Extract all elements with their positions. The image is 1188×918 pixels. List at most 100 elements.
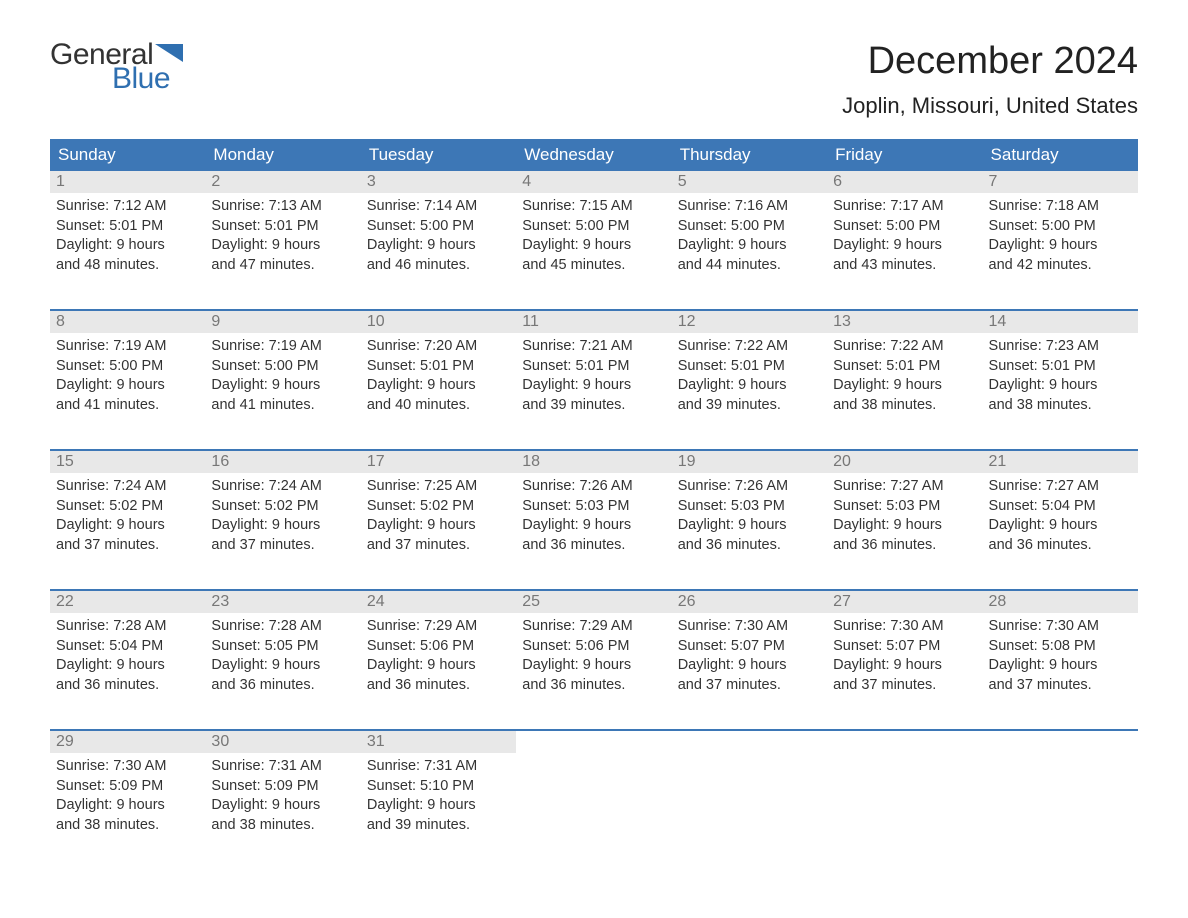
daylight-line1: Daylight: 9 hours bbox=[211, 516, 354, 536]
day-cell: . bbox=[516, 731, 671, 851]
day-cell: 27Sunrise: 7:30 AMSunset: 5:07 PMDayligh… bbox=[827, 591, 982, 711]
sunrise-line: Sunrise: 7:30 AM bbox=[989, 617, 1132, 637]
daylight-line1: Daylight: 9 hours bbox=[522, 236, 665, 256]
sunset-line: Sunset: 5:00 PM bbox=[211, 357, 354, 377]
day-number: 12 bbox=[672, 311, 827, 333]
day-cell: 12Sunrise: 7:22 AMSunset: 5:01 PMDayligh… bbox=[672, 311, 827, 431]
daylight-line1: Daylight: 9 hours bbox=[522, 516, 665, 536]
day-number: 10 bbox=[361, 311, 516, 333]
sunset-line: Sunset: 5:05 PM bbox=[211, 637, 354, 657]
day-number: 20 bbox=[827, 451, 982, 473]
day-number: 22 bbox=[50, 591, 205, 613]
day-number: 9 bbox=[205, 311, 360, 333]
sunset-line: Sunset: 5:01 PM bbox=[367, 357, 510, 377]
day-cell: 10Sunrise: 7:20 AMSunset: 5:01 PMDayligh… bbox=[361, 311, 516, 431]
sunrise-line: Sunrise: 7:16 AM bbox=[678, 197, 821, 217]
daylight-line1: Daylight: 9 hours bbox=[367, 376, 510, 396]
day-body: Sunrise: 7:18 AMSunset: 5:00 PMDaylight:… bbox=[983, 193, 1138, 279]
daylight-line2: and 46 minutes. bbox=[367, 256, 510, 276]
day-body: Sunrise: 7:22 AMSunset: 5:01 PMDaylight:… bbox=[827, 333, 982, 419]
daylight-line2: and 37 minutes. bbox=[211, 536, 354, 556]
sunrise-line: Sunrise: 7:21 AM bbox=[522, 337, 665, 357]
daylight-line2: and 42 minutes. bbox=[989, 256, 1132, 276]
weekday-header: Wednesday bbox=[516, 139, 671, 171]
daylight-line2: and 36 minutes. bbox=[211, 676, 354, 696]
day-cell: 15Sunrise: 7:24 AMSunset: 5:02 PMDayligh… bbox=[50, 451, 205, 571]
daylight-line2: and 37 minutes. bbox=[56, 536, 199, 556]
daylight-line1: Daylight: 9 hours bbox=[56, 796, 199, 816]
day-number: 18 bbox=[516, 451, 671, 473]
day-cell: 31Sunrise: 7:31 AMSunset: 5:10 PMDayligh… bbox=[361, 731, 516, 851]
day-body: Sunrise: 7:27 AMSunset: 5:04 PMDaylight:… bbox=[983, 473, 1138, 559]
daylight-line1: Daylight: 9 hours bbox=[989, 656, 1132, 676]
daylight-line1: Daylight: 9 hours bbox=[833, 516, 976, 536]
day-number: 5 bbox=[672, 171, 827, 193]
sunset-line: Sunset: 5:01 PM bbox=[989, 357, 1132, 377]
sunset-line: Sunset: 5:07 PM bbox=[833, 637, 976, 657]
sunset-line: Sunset: 5:00 PM bbox=[522, 217, 665, 237]
daylight-line1: Daylight: 9 hours bbox=[678, 516, 821, 536]
sunrise-line: Sunrise: 7:13 AM bbox=[211, 197, 354, 217]
day-body: Sunrise: 7:28 AMSunset: 5:05 PMDaylight:… bbox=[205, 613, 360, 699]
daylight-line1: Daylight: 9 hours bbox=[367, 516, 510, 536]
day-body: Sunrise: 7:23 AMSunset: 5:01 PMDaylight:… bbox=[983, 333, 1138, 419]
day-number: 25 bbox=[516, 591, 671, 613]
day-cell: 14Sunrise: 7:23 AMSunset: 5:01 PMDayligh… bbox=[983, 311, 1138, 431]
day-number: 27 bbox=[827, 591, 982, 613]
day-body: Sunrise: 7:12 AMSunset: 5:01 PMDaylight:… bbox=[50, 193, 205, 279]
day-cell: 23Sunrise: 7:28 AMSunset: 5:05 PMDayligh… bbox=[205, 591, 360, 711]
weekday-header: Thursday bbox=[672, 139, 827, 171]
day-number: 6 bbox=[827, 171, 982, 193]
daylight-line2: and 44 minutes. bbox=[678, 256, 821, 276]
daylight-line2: and 41 minutes. bbox=[211, 396, 354, 416]
day-body: Sunrise: 7:31 AMSunset: 5:09 PMDaylight:… bbox=[205, 753, 360, 839]
day-number: 13 bbox=[827, 311, 982, 333]
sunrise-line: Sunrise: 7:14 AM bbox=[367, 197, 510, 217]
day-number: 19 bbox=[672, 451, 827, 473]
logo-word2: Blue bbox=[112, 64, 183, 94]
daylight-line2: and 39 minutes. bbox=[367, 816, 510, 836]
day-cell: 5Sunrise: 7:16 AMSunset: 5:00 PMDaylight… bbox=[672, 171, 827, 291]
daylight-line1: Daylight: 9 hours bbox=[211, 236, 354, 256]
daylight-line2: and 36 minutes. bbox=[522, 536, 665, 556]
daylight-line1: Daylight: 9 hours bbox=[56, 236, 199, 256]
day-cell: 11Sunrise: 7:21 AMSunset: 5:01 PMDayligh… bbox=[516, 311, 671, 431]
day-number: 26 bbox=[672, 591, 827, 613]
day-cell: 3Sunrise: 7:14 AMSunset: 5:00 PMDaylight… bbox=[361, 171, 516, 291]
day-number: 1 bbox=[50, 171, 205, 193]
sunset-line: Sunset: 5:00 PM bbox=[367, 217, 510, 237]
sunrise-line: Sunrise: 7:28 AM bbox=[211, 617, 354, 637]
sunrise-line: Sunrise: 7:25 AM bbox=[367, 477, 510, 497]
day-body: Sunrise: 7:25 AMSunset: 5:02 PMDaylight:… bbox=[361, 473, 516, 559]
daylight-line1: Daylight: 9 hours bbox=[56, 376, 199, 396]
sunset-line: Sunset: 5:04 PM bbox=[56, 637, 199, 657]
day-body: Sunrise: 7:29 AMSunset: 5:06 PMDaylight:… bbox=[361, 613, 516, 699]
sunset-line: Sunset: 5:00 PM bbox=[989, 217, 1132, 237]
day-cell: 4Sunrise: 7:15 AMSunset: 5:00 PMDaylight… bbox=[516, 171, 671, 291]
sunset-line: Sunset: 5:09 PM bbox=[211, 777, 354, 797]
daylight-line1: Daylight: 9 hours bbox=[833, 656, 976, 676]
month-title: December 2024 bbox=[842, 40, 1138, 83]
week-row: 1Sunrise: 7:12 AMSunset: 5:01 PMDaylight… bbox=[50, 171, 1138, 291]
daylight-line1: Daylight: 9 hours bbox=[522, 656, 665, 676]
title-block: December 2024 Joplin, Missouri, United S… bbox=[842, 40, 1138, 119]
sunrise-line: Sunrise: 7:12 AM bbox=[56, 197, 199, 217]
week-row: 15Sunrise: 7:24 AMSunset: 5:02 PMDayligh… bbox=[50, 449, 1138, 571]
sunrise-line: Sunrise: 7:19 AM bbox=[56, 337, 199, 357]
daylight-line2: and 36 minutes. bbox=[367, 676, 510, 696]
daylight-line1: Daylight: 9 hours bbox=[989, 376, 1132, 396]
day-cell: 24Sunrise: 7:29 AMSunset: 5:06 PMDayligh… bbox=[361, 591, 516, 711]
sunset-line: Sunset: 5:01 PM bbox=[522, 357, 665, 377]
day-cell: 16Sunrise: 7:24 AMSunset: 5:02 PMDayligh… bbox=[205, 451, 360, 571]
daylight-line1: Daylight: 9 hours bbox=[367, 656, 510, 676]
logo: General Blue bbox=[50, 40, 183, 94]
sunset-line: Sunset: 5:06 PM bbox=[367, 637, 510, 657]
daylight-line2: and 37 minutes. bbox=[989, 676, 1132, 696]
sunrise-line: Sunrise: 7:19 AM bbox=[211, 337, 354, 357]
day-cell: 18Sunrise: 7:26 AMSunset: 5:03 PMDayligh… bbox=[516, 451, 671, 571]
daylight-line2: and 38 minutes. bbox=[56, 816, 199, 836]
sunset-line: Sunset: 5:10 PM bbox=[367, 777, 510, 797]
day-cell: . bbox=[672, 731, 827, 851]
day-cell: 22Sunrise: 7:28 AMSunset: 5:04 PMDayligh… bbox=[50, 591, 205, 711]
day-body: Sunrise: 7:22 AMSunset: 5:01 PMDaylight:… bbox=[672, 333, 827, 419]
